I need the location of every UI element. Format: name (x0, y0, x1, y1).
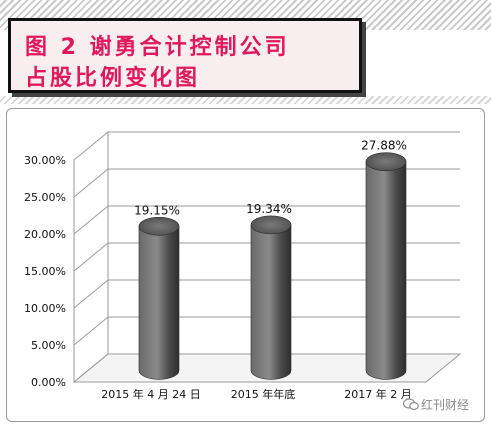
watermark-text: 红刊财经 (421, 398, 470, 412)
chart-bars (138, 152, 407, 380)
bar-top (250, 215, 292, 235)
y-tick-label: 5.00% (31, 339, 66, 352)
bar-top (138, 216, 180, 236)
y-tick-label: 0.00% (31, 376, 66, 389)
x-axis-category-labels: 2015 年 4 月 24 日 2015 年年底 2017 年 2 月 (101, 387, 411, 401)
y-axis-tick-labels: 0.00% 5.00% 10.00% 15.00% 20.00% 25.00% 30.00% (24, 154, 66, 389)
y-tick-label: 10.00% (24, 302, 66, 315)
x-category-label: 2015 年 4 月 24 日 (101, 387, 200, 401)
y-tick-label: 15.00% (24, 265, 66, 278)
y-tick-label: 30.00% (24, 154, 66, 167)
bar (365, 152, 407, 380)
gridline-side (73, 279, 109, 309)
y-tick-label: 20.00% (24, 228, 66, 241)
data-label: 19.15% (134, 203, 180, 217)
chart-data-labels: 19.15% 19.34% 27.88% (134, 139, 407, 218)
y-tick-label: 25.00% (24, 191, 66, 204)
chart-title-line-2: 占股比例变化图 (25, 66, 201, 91)
gridline-side (73, 242, 109, 272)
gridline-side (73, 316, 109, 346)
x-category-label: 2017 年 2 月 (344, 387, 411, 401)
bar (250, 215, 292, 380)
gridline-side (73, 205, 109, 235)
wechat-icon (402, 398, 419, 411)
data-label: 19.34% (246, 202, 292, 216)
chart-title-line-1: 图 2 谢勇合计控制公司 (25, 35, 290, 60)
watermark: 红刊财经 (402, 396, 470, 413)
gridline-side (73, 353, 109, 383)
decorative-stripe-bottom (0, 96, 491, 104)
bar-body (138, 225, 180, 380)
chart-title-box: 图 2 谢勇合计控制公司 占股比例变化图 (8, 18, 362, 93)
x-category-label: 2015 年年底 (231, 387, 296, 401)
bar-body (250, 224, 292, 380)
data-label: 27.88% (361, 139, 407, 153)
gridline-side (73, 168, 109, 198)
gridline-side (73, 131, 109, 161)
bar-body (365, 161, 407, 380)
bar (138, 216, 180, 380)
bar-top (365, 152, 407, 171)
